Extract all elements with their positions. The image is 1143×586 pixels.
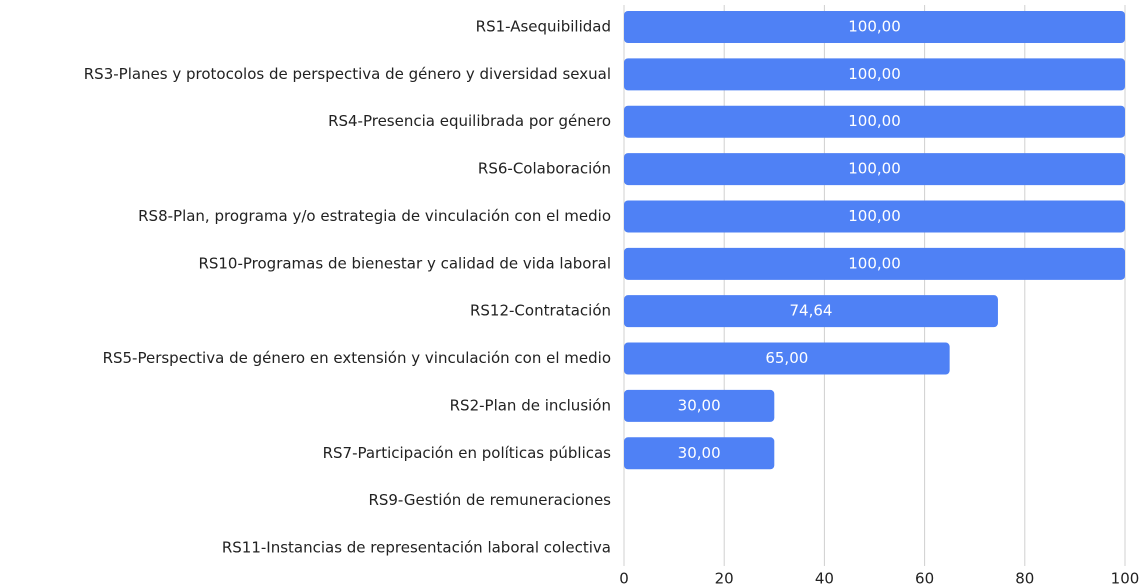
bar (624, 58, 1125, 91)
y-tick-label: RS9-Gestión de remuneraciones (368, 491, 611, 509)
bar (624, 389, 775, 422)
x-tick-label: 0 (619, 570, 629, 586)
y-tick-label: RS5-Perspectiva de género en extensión y… (103, 349, 611, 367)
y-tick-label: RS12-Contratación (470, 302, 611, 320)
bar (624, 437, 775, 470)
bar (624, 342, 950, 375)
y-tick-label: RS8-Plan, programa y/o estrategia de vin… (138, 207, 611, 225)
value-label: 100,00 (848, 112, 901, 130)
value-label: 100,00 (848, 18, 901, 36)
bar (624, 105, 1125, 138)
bar (624, 11, 1125, 43)
value-label: 100,00 (848, 160, 901, 178)
value-label: 100,00 (848, 65, 901, 83)
value-label: 30,00 (678, 444, 721, 462)
y-tick-label: RS7-Participación en políticas públicas (323, 444, 612, 462)
bar (624, 247, 1125, 280)
y-tick-label: RS1-Asequibilidad (476, 18, 611, 36)
y-tick-label: RS11-Instancias de representación labora… (222, 539, 611, 557)
value-label: 100,00 (848, 207, 901, 225)
value-label: 65,00 (765, 349, 808, 367)
x-tick-label: 60 (915, 570, 934, 586)
x-tick-label: 20 (715, 570, 734, 586)
bar (624, 153, 1125, 186)
value-label: 74,64 (789, 302, 832, 320)
y-tick-label: RS2-Plan de inclusión (450, 396, 611, 414)
value-label: 30,00 (678, 396, 721, 414)
x-tick-label: 40 (815, 570, 834, 586)
y-tick-label: RS4-Presencia equilibrada por género (328, 112, 611, 130)
x-tick-label: 100 (1111, 570, 1140, 586)
value-label: 100,00 (848, 254, 901, 272)
y-tick-label: RS3-Planes y protocolos de perspectiva d… (84, 65, 611, 83)
bar (624, 200, 1125, 233)
y-tick-label: RS10-Programas de bienestar y calidad de… (198, 254, 611, 272)
y-tick-label: RS6-Colaboración (478, 160, 611, 178)
x-tick-label: 80 (1015, 570, 1034, 586)
bar (624, 295, 998, 328)
